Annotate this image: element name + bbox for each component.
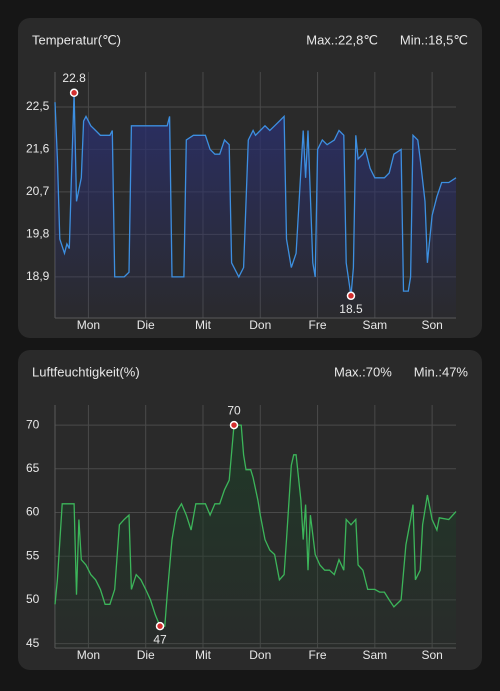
area [55, 425, 456, 648]
extreme-label: 70 [227, 403, 241, 417]
y-tick-label: 55 [26, 548, 40, 562]
y-tick-label: 19,8 [26, 227, 50, 241]
x-tick-label: Son [421, 648, 442, 662]
extreme-marker [69, 88, 79, 98]
x-tick-label: Mit [195, 648, 212, 662]
y-tick-label: 60 [26, 505, 40, 519]
extreme-label: 18.5 [339, 302, 363, 316]
x-tick-label: Don [249, 318, 271, 332]
chart-title: Temperatur(℃) [32, 32, 121, 47]
y-tick-label: 50 [26, 592, 40, 606]
line [54, 92, 457, 296]
extreme-marker [155, 621, 165, 631]
y-tick-label: 20,7 [26, 184, 50, 198]
x-tick-label: Fre [309, 318, 327, 332]
max-label: Max.:22,8℃ [306, 32, 378, 47]
y-tick-label: 70 [26, 417, 40, 431]
y-tick-label: 22,5 [26, 99, 50, 113]
extreme-label: 47 [153, 632, 167, 646]
x-tick-label: Sam [363, 318, 388, 332]
x-tick-label: Sam [363, 648, 388, 662]
x-tick-label: Fre [309, 648, 327, 662]
chart-title: Luftfeuchtigkeit(%) [32, 364, 140, 379]
min-label: Min.:47% [414, 364, 469, 379]
extreme-label: 22.8 [62, 71, 86, 85]
x-tick-label: Mon [77, 648, 100, 662]
line [54, 424, 457, 627]
x-tick-label: Mit [195, 318, 212, 332]
extreme-marker [229, 420, 239, 430]
y-tick-label: 45 [26, 636, 40, 650]
y-tick-label: 18,9 [26, 269, 50, 283]
x-tick-label: Son [421, 318, 442, 332]
x-tick-label: Die [137, 648, 155, 662]
y-tick-label: 21,6 [26, 142, 50, 156]
x-tick-label: Don [249, 648, 271, 662]
max-label: Max.:70% [334, 364, 392, 379]
y-tick-label: 65 [26, 461, 40, 475]
x-tick-label: Die [137, 318, 155, 332]
min-label: Min.:18,5℃ [400, 32, 468, 47]
x-tick-label: Mon [77, 318, 100, 332]
extreme-marker [346, 291, 356, 301]
